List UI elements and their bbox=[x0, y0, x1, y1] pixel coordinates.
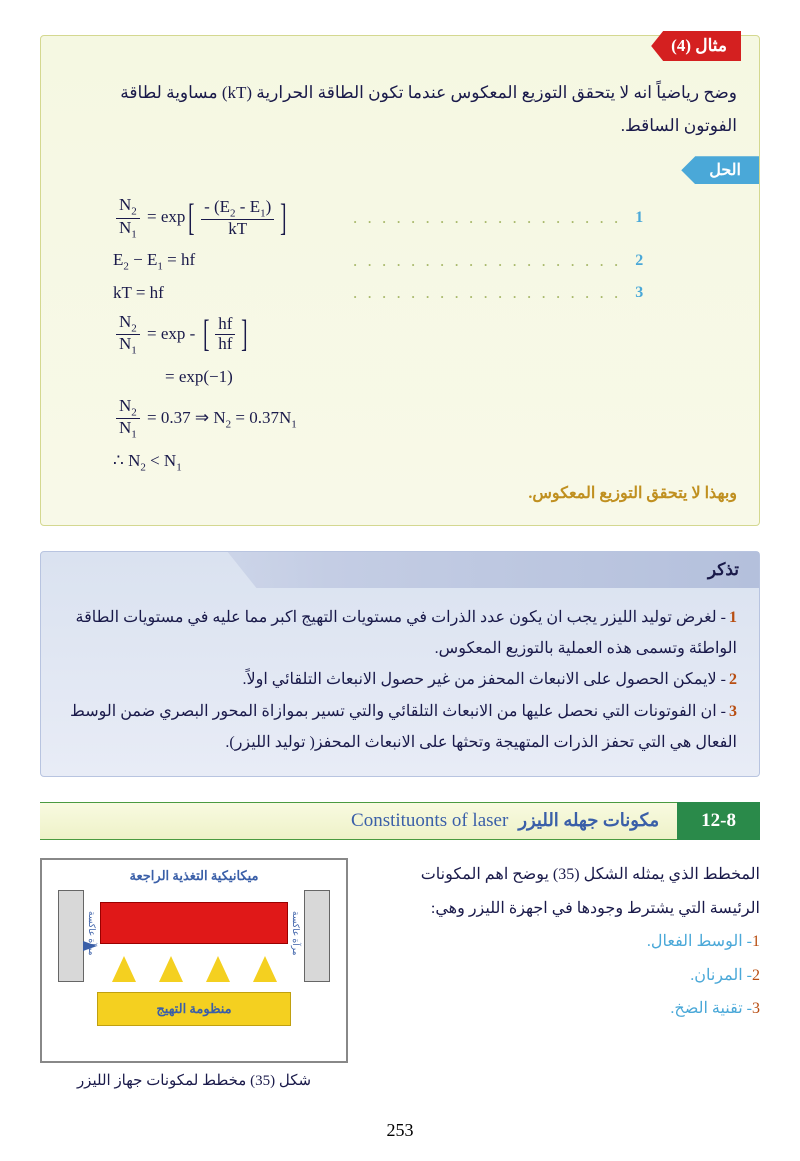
example-badge: مثال (4) bbox=[651, 31, 741, 61]
active-medium bbox=[100, 902, 288, 944]
eq-num-2: 2 bbox=[635, 252, 643, 270]
remember-box: تذكر 1- لغرض توليد الليزر يجب ان يكون عد… bbox=[40, 551, 760, 777]
arrow-up-icon bbox=[112, 956, 136, 982]
eq-row-5: = exp(−1) bbox=[113, 367, 737, 387]
eq-1: N2N1 = exp[- (E2 - E1)kT] bbox=[113, 196, 353, 240]
page-number: 253 bbox=[40, 1120, 760, 1141]
section-title-en: Constituonts of laser bbox=[351, 810, 508, 832]
eq-4: N2N1 = exp - [hfhf] bbox=[113, 313, 353, 357]
remember-header: تذكر bbox=[41, 552, 759, 588]
arrow-up-icon bbox=[253, 956, 277, 982]
remember-title: تذكر bbox=[708, 560, 739, 580]
section-number: 12-8 bbox=[677, 802, 760, 840]
eq-row-1: N2N1 = exp[- (E2 - E1)kT] . . . . . . . … bbox=[113, 196, 737, 240]
pump-arrows bbox=[100, 952, 288, 982]
section-title-ar: مكونات جهله الليزر bbox=[518, 810, 659, 831]
eq-num-1: 1 bbox=[635, 209, 643, 227]
eq-row-3: kT = hf . . . . . . . . . . . . . . . . … bbox=[113, 283, 737, 303]
mirror-right: مرآة عاكسة bbox=[58, 890, 84, 982]
eq-row-7: ∴ N2 < N1 bbox=[113, 451, 737, 473]
remember-body: 1- لغرض توليد الليزر يجب ان يكون عدد الذ… bbox=[41, 588, 759, 758]
diagram-caption: شكل (35) مخطط لمكونات جهاز الليزر bbox=[40, 1071, 348, 1090]
components-text: المخطط الذي يمثله الشكل (35) يوضح اهم ال… bbox=[368, 858, 760, 1090]
dots: . . . . . . . . . . . . . . . . . . . bbox=[353, 283, 621, 303]
dots: . . . . . . . . . . . . . . . . . . . bbox=[353, 208, 621, 228]
example-box: مثال (4) وضح رياضياً انه لا يتحقق التوزي… bbox=[40, 35, 760, 526]
remember-item-3: 3- ان الفوتونات التي نحصل عليها من الانب… bbox=[63, 696, 737, 758]
diagram-wrap: ميكانيكية التغذية الراجعة مرآة عاكسة مرآ… bbox=[40, 858, 348, 1090]
equations-area: N2N1 = exp[- (E2 - E1)kT] . . . . . . . … bbox=[63, 192, 737, 473]
section-title: مكونات جهله الليزر Constituonts of laser bbox=[40, 802, 677, 840]
eq-7: ∴ N2 < N1 bbox=[113, 451, 353, 473]
eq-2: E2 − E1 = hf bbox=[113, 250, 353, 272]
dots: . . . . . . . . . . . . . . . . . . . bbox=[353, 251, 621, 271]
eq-6: N2N1 = 0.37 ⇒ N2 = 0.37N1 bbox=[113, 397, 353, 441]
eq-row-2: E2 − E1 = hf . . . . . . . . . . . . . .… bbox=[113, 250, 737, 272]
eq-row-4: N2N1 = exp - [hfhf] bbox=[113, 313, 737, 357]
eq-3: kT = hf bbox=[113, 283, 353, 303]
beam-out-icon bbox=[83, 941, 97, 951]
arrow-up-icon bbox=[159, 956, 183, 982]
solution-badge: الحل bbox=[681, 156, 759, 184]
section-header: 12-8 مكونات جهله الليزر Constituonts of … bbox=[40, 802, 760, 840]
arrow-up-icon bbox=[206, 956, 230, 982]
mirror-left: مرآة عاكسة bbox=[304, 890, 330, 982]
eq-5: = exp(−1) bbox=[113, 367, 353, 387]
example-badge-label: مثال (4) bbox=[651, 31, 741, 61]
eq-num-3: 3 bbox=[635, 284, 643, 302]
example-question: وضح رياضياً انه لا يتحقق التوزيع المعكوس… bbox=[63, 76, 737, 142]
pump-system: منظومة التهيج bbox=[97, 992, 291, 1026]
remember-item-1: 1- لغرض توليد الليزر يجب ان يكون عدد الذ… bbox=[63, 602, 737, 664]
diagram-top-label: ميكانيكية التغذية الراجعة bbox=[58, 868, 330, 884]
component-1: 1- الوسط الفعال. bbox=[368, 925, 760, 959]
component-3: 3- تقنية الضخ. bbox=[368, 992, 760, 1026]
example-conclusion: وبهذا لا يتحقق التوزيع المعكوس. bbox=[63, 483, 737, 503]
eq-row-6: N2N1 = 0.37 ⇒ N2 = 0.37N1 bbox=[113, 397, 737, 441]
component-2: 2- المرنان. bbox=[368, 959, 760, 993]
remember-item-2: 2- لايمكن الحصول على الانبعاث المحفز من … bbox=[63, 664, 737, 695]
components-intro: المخطط الذي يمثله الشكل (35) يوضح اهم ال… bbox=[368, 858, 760, 925]
components-row: المخطط الذي يمثله الشكل (35) يوضح اهم ال… bbox=[40, 858, 760, 1090]
laser-diagram: ميكانيكية التغذية الراجعة مرآة عاكسة مرآ… bbox=[40, 858, 348, 1063]
